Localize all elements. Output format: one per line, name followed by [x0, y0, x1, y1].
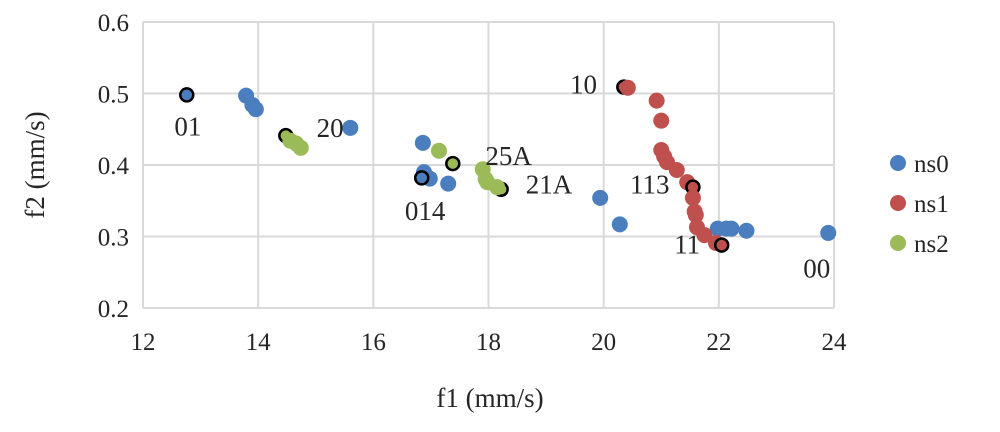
x-tick-label: 20: [591, 329, 616, 356]
y-axis-title: f2 (mm/s): [20, 111, 50, 218]
data-point-ns1: [668, 162, 685, 179]
legend-marker-ns1: [890, 195, 906, 211]
data-point-ns0: [179, 87, 195, 103]
point-annotation: 014: [405, 196, 446, 226]
x-tick-label: 16: [361, 329, 386, 356]
data-point-ns0: [592, 189, 609, 206]
point-annotation: 20: [317, 113, 344, 143]
point-annotation: 00: [803, 253, 830, 283]
y-tick-label: 0.4: [98, 153, 130, 180]
point-annotation: 11: [674, 230, 700, 260]
data-points: [179, 79, 837, 253]
data-point-ns0: [247, 101, 264, 118]
data-point-ns0: [413, 170, 430, 186]
point-annotation: 10: [570, 70, 597, 100]
legend-marker-ns2: [890, 235, 906, 251]
data-point-ns2: [489, 179, 506, 196]
data-point-ns0: [723, 220, 740, 237]
data-point-ns1: [619, 79, 636, 96]
data-point-ns1: [687, 207, 704, 224]
x-tick-label: 22: [706, 329, 731, 356]
data-point-ns0: [611, 216, 628, 233]
data-point-ns0: [414, 134, 431, 151]
x-tick-label: 24: [822, 329, 848, 356]
point-annotation: 25A: [485, 141, 532, 171]
point-annotation: 113: [630, 170, 670, 200]
legend-marker-ns0: [890, 155, 906, 171]
data-point-ns0: [738, 222, 755, 239]
legend-label: ns1: [914, 191, 949, 218]
legend-label: ns2: [914, 231, 949, 258]
y-tick-label: 0.3: [98, 225, 129, 252]
data-point-ns0: [342, 119, 359, 136]
data-point-ns1: [713, 237, 730, 253]
data-point-ns2: [430, 142, 447, 159]
data-point-ns1: [684, 189, 701, 206]
data-point-ns0: [440, 175, 457, 192]
point-annotation: 21A: [526, 170, 573, 200]
y-tick-label: 0.6: [98, 10, 129, 37]
data-point-ns2: [445, 155, 461, 172]
x-tick-labels: 12 14 16 18 20 22 24: [131, 329, 848, 356]
point-annotation: 01: [174, 112, 201, 142]
x-tick-label: 18: [476, 329, 501, 356]
legend-label: ns0: [914, 151, 949, 178]
data-point-ns2: [292, 139, 309, 156]
legend: ns0 ns1 ns2: [890, 151, 949, 258]
y-tick-label: 0.5: [98, 82, 129, 109]
y-tick-label: 0.2: [98, 296, 129, 323]
data-point-ns0: [820, 224, 837, 241]
data-point-ns1: [648, 92, 665, 109]
data-point-ns1: [653, 112, 670, 129]
x-tick-label: 12: [131, 329, 156, 356]
data-point-ns1: [696, 227, 713, 244]
x-tick-label: 14: [246, 329, 272, 356]
x-axis-title: f1 (mm/s): [436, 383, 543, 413]
y-tick-labels: 0.2 0.3 0.4 0.5 0.6: [98, 10, 130, 323]
